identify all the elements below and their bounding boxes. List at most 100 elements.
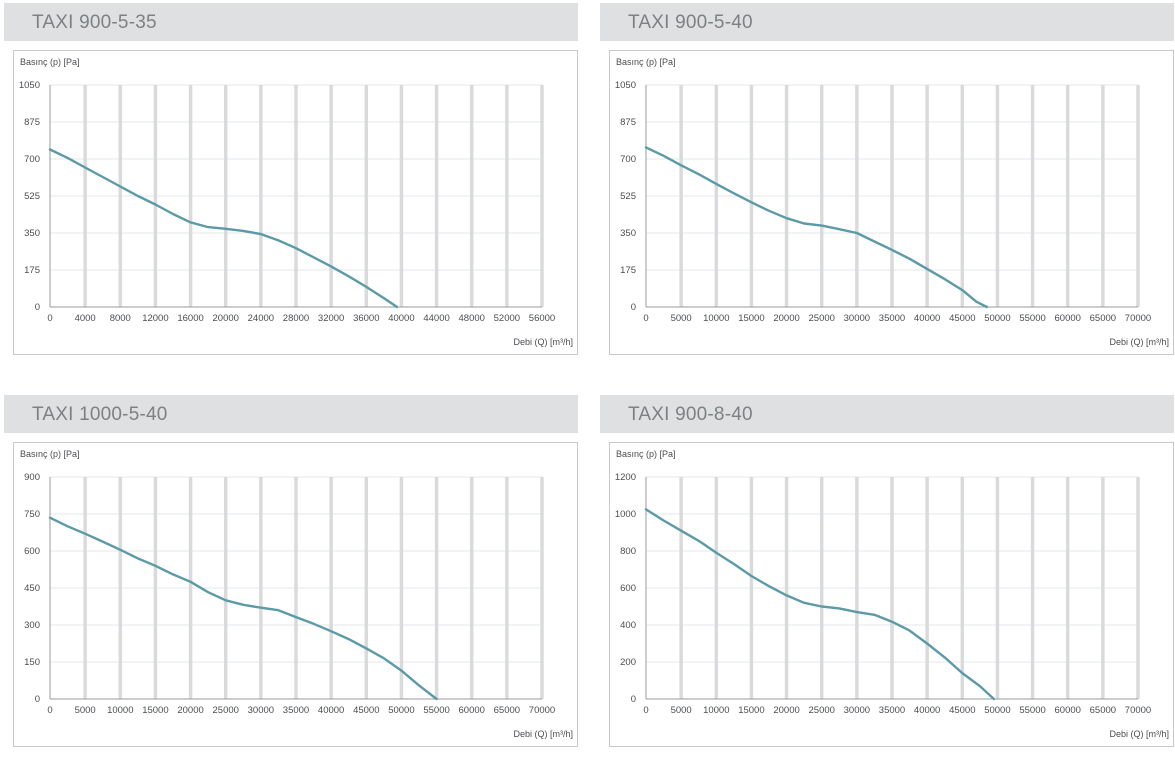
x-tick-label: 30000: [844, 705, 870, 716]
y-tick-label: 400: [620, 620, 636, 631]
chart-title: TAXI 900-5-35: [32, 12, 157, 33]
x-tick-label: 40000: [318, 705, 344, 716]
x-tick-label: 28000: [283, 313, 309, 324]
y-axis-label: Basınç (p) [Pa]: [616, 57, 676, 67]
y-tick-label: 800: [620, 546, 636, 557]
x-tick-label: 50000: [388, 705, 414, 716]
y-tick-label: 300: [24, 620, 40, 631]
x-tick-label: 40000: [914, 705, 940, 716]
series-line: [48, 516, 438, 701]
line-chart: 0 175 350 525 700 875 1050 0 5000 10000 15000 20000…: [615, 80, 1151, 324]
y-tick-label: 1200: [615, 472, 636, 483]
x-tick-label: 10000: [107, 705, 133, 716]
y-tick-label: 0: [631, 302, 636, 313]
x-tick-label: 55000: [1019, 313, 1045, 324]
chart-title: TAXI 1000-5-40: [32, 404, 168, 425]
chart-plot-box: 0 150 300 450 600 750 900 0 5000 10000 15000 20000 2…: [13, 442, 578, 747]
x-tick-label: 70000: [1125, 705, 1151, 716]
y-tick-label: 1050: [615, 80, 636, 91]
chart-title: TAXI 900-5-40: [628, 12, 753, 33]
chart-plot-box: 0 200 400 600 800 1000 1200 0 5000 10000 15000 2000…: [609, 442, 1174, 747]
x-tick-label: 32000: [318, 313, 344, 324]
line-chart: 0 150 300 450 600 750 900 0 5000 10000 15000 20000 2…: [24, 472, 555, 716]
chart-title-bar: TAXI 1000-5-40: [4, 395, 578, 433]
y-tick-label: 1050: [19, 80, 40, 91]
x-tick-label: 56000: [529, 313, 555, 324]
y-tick-label: 175: [24, 265, 40, 276]
x-tick-label: 40000: [388, 313, 414, 324]
y-axis-label: Basınç (p) [Pa]: [616, 449, 676, 459]
x-tick-label: 60000: [1055, 313, 1081, 324]
x-tick-label: 16000: [177, 313, 203, 324]
x-tick-label: 25000: [809, 313, 835, 324]
x-tick-label: 45000: [353, 705, 379, 716]
x-tick-label: 30000: [248, 705, 274, 716]
x-tick-label: 20000: [177, 705, 203, 716]
x-tick-label: 44000: [423, 313, 449, 324]
x-axis-label: Debi (Q) [m³/h]: [1109, 337, 1169, 347]
y-tick-label: 350: [24, 228, 40, 239]
y-tick-label: 700: [24, 154, 40, 165]
y-tick-label: 0: [35, 694, 40, 705]
x-tick-label: 15000: [142, 705, 168, 716]
x-tick-label: 0: [47, 705, 52, 716]
x-tick-label: 65000: [494, 705, 520, 716]
x-tick-label: 25000: [809, 705, 835, 716]
x-tick-label: 4000: [75, 313, 96, 324]
x-tick-label: 5000: [75, 705, 96, 716]
y-tick-label: 900: [24, 472, 40, 483]
x-tick-label: 60000: [459, 705, 485, 716]
x-axis-label: Debi (Q) [m³/h]: [1109, 729, 1169, 739]
series-line: [48, 148, 399, 309]
x-tick-label: 25000: [213, 705, 239, 716]
y-axis-label: Basınç (p) [Pa]: [20, 449, 80, 459]
y-tick-label: 450: [24, 583, 40, 594]
y-tick-label: 525: [620, 191, 636, 202]
y-tick-label: 1000: [615, 509, 636, 520]
x-tick-label: 20000: [773, 313, 799, 324]
x-tick-label: 15000: [738, 313, 764, 324]
x-tick-label: 35000: [879, 705, 905, 716]
chart-title: TAXI 900-8-40: [628, 404, 753, 425]
x-tick-label: 10000: [703, 705, 729, 716]
x-tick-label: 0: [643, 313, 648, 324]
x-tick-label: 52000: [494, 313, 520, 324]
chart-title-bar: TAXI 900-8-40: [600, 395, 1174, 433]
x-tick-label: 0: [643, 705, 648, 716]
y-tick-label: 875: [24, 117, 40, 128]
x-tick-label: 40000: [914, 313, 940, 324]
line-chart: 0 200 400 600 800 1000 1200 0 5000 10000 15000 2000…: [615, 472, 1151, 716]
y-tick-label: 0: [35, 302, 40, 313]
x-tick-label: 12000: [142, 313, 168, 324]
x-tick-label: 70000: [1125, 313, 1151, 324]
x-tick-label: 30000: [844, 313, 870, 324]
x-tick-label: 20000: [213, 313, 239, 324]
y-tick-label: 600: [24, 546, 40, 557]
x-tick-label: 35000: [879, 313, 905, 324]
x-tick-label: 50000: [984, 705, 1010, 716]
x-axis-label: Debi (Q) [m³/h]: [513, 729, 573, 739]
y-tick-label: 150: [24, 657, 40, 668]
y-tick-label: 600: [620, 583, 636, 594]
y-tick-label: 0: [631, 694, 636, 705]
x-tick-label: 50000: [984, 313, 1010, 324]
series-line: [644, 508, 996, 701]
x-tick-label: 5000: [671, 313, 692, 324]
x-tick-label: 55000: [423, 705, 449, 716]
x-tick-label: 10000: [703, 313, 729, 324]
chart-plot-box: 0 175 350 525 700 875 1050 0 5000 10000 15000 20000…: [609, 50, 1174, 355]
y-axis-label: Basınç (p) [Pa]: [20, 57, 80, 67]
x-tick-label: 70000: [529, 705, 555, 716]
y-tick-label: 700: [620, 154, 636, 165]
x-tick-label: 5000: [671, 705, 692, 716]
x-tick-label: 45000: [949, 313, 975, 324]
chart-plot-box: 0 175 350 525 700 875 1050 0 4000 8000 12000 16000 2…: [13, 50, 578, 355]
chart-title-bar: TAXI 900-5-35: [4, 3, 578, 41]
x-tick-label: 36000: [353, 313, 379, 324]
y-tick-label: 525: [24, 191, 40, 202]
series-line: [644, 146, 989, 309]
x-tick-label: 35000: [283, 705, 309, 716]
x-tick-label: 24000: [248, 313, 274, 324]
x-tick-label: 48000: [459, 313, 485, 324]
x-tick-label: 0: [47, 313, 52, 324]
